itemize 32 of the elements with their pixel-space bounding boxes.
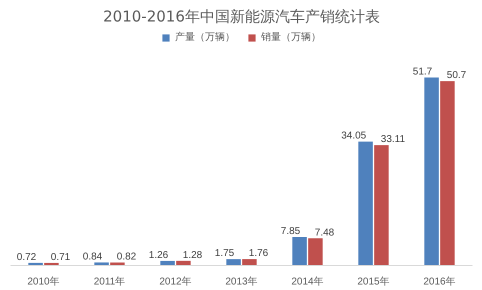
- x-tick-label: 2012年: [159, 276, 192, 288]
- data-label: 0.71: [50, 252, 71, 263]
- bar: [292, 236, 307, 266]
- data-label: 1.28: [182, 250, 203, 261]
- chart-title: 2010-2016年中国新能源汽车产销统计表: [103, 8, 380, 26]
- data-label: 0.82: [116, 252, 137, 263]
- data-label: 50.7: [446, 70, 467, 82]
- data-label: 34.05: [341, 130, 367, 142]
- x-tick-label: 2013年: [225, 276, 258, 288]
- data-label: 1.76: [248, 248, 269, 260]
- legend-label: 销量（万辆）: [261, 31, 321, 44]
- bar: [242, 259, 257, 266]
- x-tick-label: 2016年: [423, 276, 456, 288]
- bar: [374, 145, 389, 266]
- x-tick-label: 2010年: [27, 276, 60, 288]
- bar: [358, 142, 373, 266]
- data-label: 33.11: [380, 134, 406, 146]
- data-label: 51.7: [412, 66, 433, 78]
- x-tick-label: 2011年: [94, 276, 126, 288]
- data-label: 1.26: [148, 250, 169, 261]
- bar: [308, 238, 323, 266]
- data-label: 7.48: [314, 227, 335, 238]
- data-label: 0.84: [82, 251, 103, 262]
- data-label: 7.85: [280, 226, 301, 237]
- data-label: 0.72: [16, 252, 37, 263]
- bar: [226, 259, 241, 266]
- data-label: 1.75: [214, 248, 235, 260]
- x-tick-label: 2014年: [291, 276, 324, 288]
- bar: [424, 78, 439, 266]
- bar: [440, 81, 455, 266]
- legend-label: 产量（万辆）: [175, 30, 235, 44]
- x-tick-label: 2015年: [357, 276, 390, 288]
